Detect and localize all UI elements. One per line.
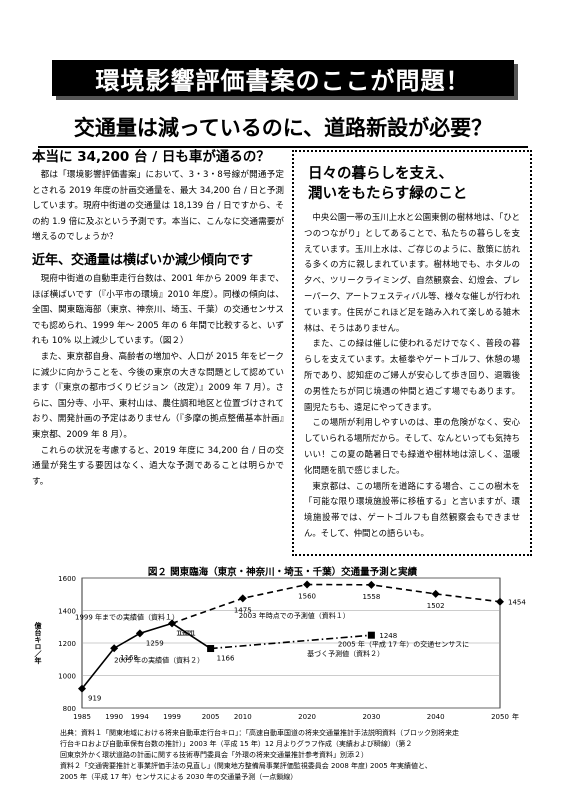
data-label: 1166 bbox=[217, 655, 235, 663]
traffic-chart: 800 1000 1200 1400 1600 1985 1990 1994 1999 2005 2… bbox=[34, 575, 526, 721]
y-tick-label: 1400 bbox=[58, 608, 76, 616]
page-headline: 交通量は減っているのに、道路新設が必要？ bbox=[38, 112, 528, 148]
greenery-heading-line1: 日々の暮らしを支え、 bbox=[308, 166, 453, 182]
y-tick-label: 1000 bbox=[58, 673, 76, 681]
y-axis-label: 億台キロ／年 bbox=[34, 621, 42, 665]
series-line bbox=[81, 622, 173, 690]
data-label: 1502 bbox=[427, 602, 445, 610]
source-note-line: 行台キロおよび自動車保有台数の推計）」2003 年（平成 15 年）12 月より… bbox=[60, 740, 413, 748]
data-label: 1248 bbox=[379, 632, 397, 640]
data-point bbox=[207, 645, 215, 653]
series-line bbox=[171, 622, 212, 650]
greenery-paragraph-2: また、この緑は催しに使われるだけでなく、普段の暮らしを支えています。太極拳やゲー… bbox=[304, 338, 520, 412]
source-notes: 出典：資料１「関東地域における将来自動車走行台キロ」：「高速自動車国道の将来交通… bbox=[60, 728, 540, 783]
series-line bbox=[171, 583, 501, 625]
data-point bbox=[496, 597, 504, 606]
source-note-line: 出典：資料１「関東地域における将来自動車走行台キロ」：「高速自動車国道の将来交通… bbox=[60, 729, 459, 737]
data-point bbox=[110, 644, 119, 653]
data-label: 1259 bbox=[146, 639, 164, 647]
left-column: 本当に 34,200 台 / 日も車が通るの？ 都は「環境影響評価書案」において… bbox=[32, 148, 284, 490]
x-tick-label: 1999 bbox=[163, 713, 181, 721]
data-point bbox=[78, 684, 86, 693]
data-point bbox=[367, 580, 376, 589]
data-label: 1475 bbox=[234, 606, 252, 614]
y-tick-label: 1200 bbox=[58, 640, 76, 648]
data-label: 1321 bbox=[176, 629, 194, 637]
data-point bbox=[431, 589, 440, 598]
data-label: 1168 bbox=[120, 654, 138, 662]
source-note-line: 2005 年（平成 17 年）センサスによる 2030 年の交通量予測（一点鎖線… bbox=[60, 773, 298, 781]
data-point bbox=[303, 580, 312, 589]
x-tick-label: 1985 bbox=[73, 713, 91, 721]
data-label: 919 bbox=[88, 695, 101, 703]
greenery-paragraph-3: この場所が利用しやすいのは、車の危険がなく、安心していられる場所だから。そして、… bbox=[304, 417, 520, 475]
paragraph-3: また、東京都自身、高齢者の増加や、人口が 2015 年をピークに減少に向かうこと… bbox=[32, 351, 284, 440]
data-label: 1560 bbox=[298, 593, 316, 601]
x-tick-label: 1994 bbox=[131, 713, 149, 721]
chart-title: 図２ 関東臨海（東京・神奈川・埼玉・千葉）交通量予測と実績 bbox=[147, 567, 418, 578]
chart-annotation: 2005 年（平成 17 年）の交通センサスに bbox=[338, 639, 469, 648]
greenery-paragraph-1: 中央公園一帯の玉川上水と公園東側の樹林地は、「ひとつのつながり」としてあることで… bbox=[304, 212, 520, 333]
x-tick-label: 2005 bbox=[202, 713, 220, 721]
section-heading-2: 近年、交通量は横ばいか減少傾向です bbox=[32, 252, 254, 268]
data-point bbox=[135, 629, 144, 638]
x-tick-label: 2010 bbox=[234, 713, 252, 721]
data-point bbox=[367, 631, 375, 639]
chart-annotation: 1999 年までの実績値（資料１） bbox=[75, 612, 179, 621]
data-point bbox=[238, 594, 247, 603]
greenery-heading-line2: 潤いをもたらす緑のこと bbox=[308, 186, 468, 202]
data-label: 1454 bbox=[508, 599, 526, 607]
source-note-line: 資料２「交通需要推計と事業評価手法の見直し」(関東地方整備局事業評価監視委員会 … bbox=[60, 762, 432, 770]
data-label: 1558 bbox=[362, 593, 380, 601]
x-axis-unit: 年 bbox=[512, 712, 519, 721]
x-tick-label: 2030 bbox=[362, 713, 380, 721]
x-tick-label: 2020 bbox=[298, 713, 316, 721]
chart-annotation: 2003 年時点での予測値（資料１） bbox=[239, 611, 350, 620]
source-note-line: 回東京外かく環状道路の計画に関する技術専門委員会「外環の将来交通量推計参考資料」… bbox=[60, 751, 368, 759]
chart-annotation: 2005 年の実績値（資料２） bbox=[114, 656, 204, 665]
x-tick-label: 2040 bbox=[427, 713, 445, 721]
page-banner: 環境影響評価書案のここが問題！ bbox=[52, 60, 514, 96]
greenery-heading: 日々の暮らしを支え、 潤いをもたらす緑のこと bbox=[308, 164, 520, 204]
paragraph-1: 都は「環境影響評価書案」において、3・3・8号線が開通予定とされる 2019 年… bbox=[32, 170, 284, 243]
paragraph-4: これらの状況を考慮すると、2019 年度に 34,200 台 / 日の交通量が発… bbox=[32, 445, 284, 487]
x-tick-label: 2050 bbox=[491, 713, 509, 721]
x-tick-label: 1990 bbox=[105, 713, 123, 721]
series-line bbox=[210, 634, 372, 650]
greenery-paragraph-4: 東京都は、この場所を道路にする場合、ここの樹木を「可能な限り環境施設帯に移植する… bbox=[304, 480, 520, 538]
chart-annotation: 基づく予測値（資料２） bbox=[307, 649, 384, 658]
paragraph-2: 現府中街道の自動車走行台数は、2001 年から 2009 年まで、ほぼ横ばいです… bbox=[32, 273, 284, 347]
y-tick-label: 800 bbox=[63, 705, 76, 713]
y-tick-label: 1600 bbox=[58, 575, 76, 583]
section-heading-1: 本当に 34,200 台 / 日も車が通るの？ bbox=[32, 149, 270, 165]
greenery-box: 日々の暮らしを支え、 潤いをもたらす緑のこと 中央公園一帯の玉川上水と公園東側の… bbox=[292, 150, 532, 556]
